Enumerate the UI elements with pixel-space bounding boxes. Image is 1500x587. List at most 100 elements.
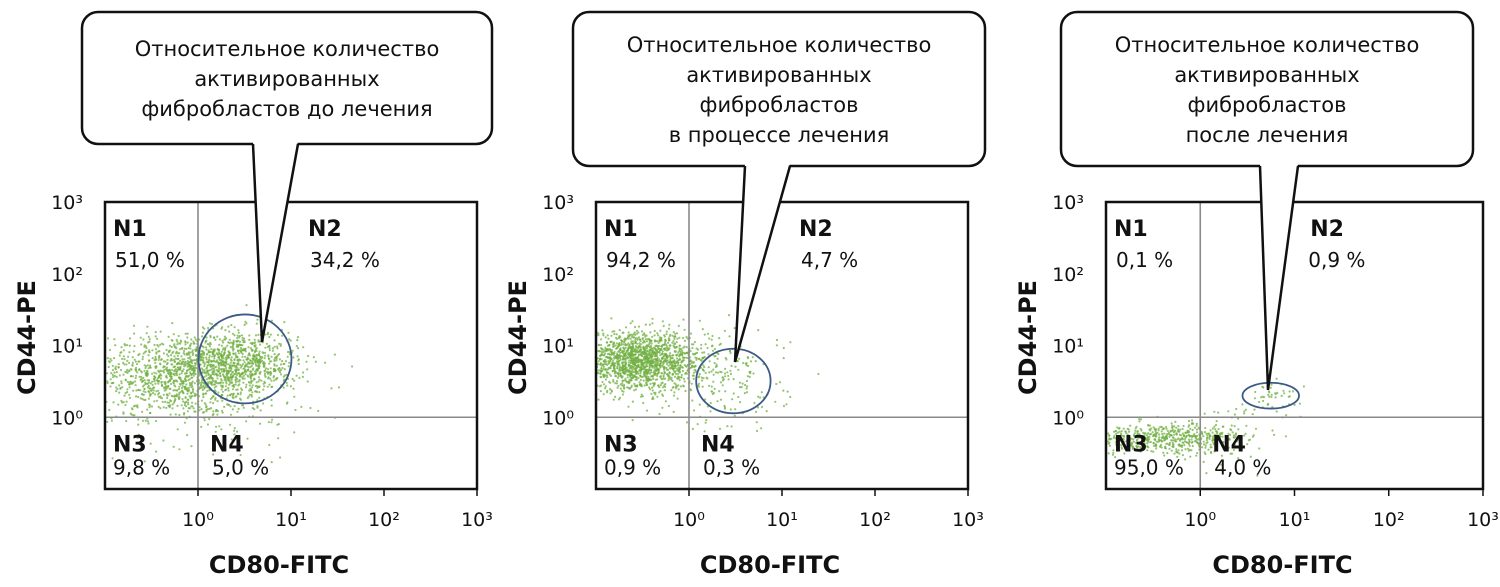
- data-point: [256, 367, 259, 370]
- data-point: [96, 374, 98, 376]
- data-point: [678, 336, 681, 339]
- data-point: [587, 356, 589, 358]
- data-point: [216, 413, 219, 416]
- data-point: [642, 352, 645, 355]
- data-point: [279, 344, 282, 347]
- data-point: [189, 347, 192, 350]
- data-point: [661, 320, 664, 323]
- data-point: [185, 372, 188, 375]
- data-point: [275, 364, 278, 367]
- data-point: [1164, 447, 1167, 450]
- data-point: [270, 461, 273, 464]
- data-point: [572, 384, 574, 386]
- data-point: [250, 386, 253, 389]
- data-point: [730, 364, 733, 367]
- data-point: [241, 372, 244, 375]
- data-point: [141, 355, 144, 358]
- data-point: [126, 368, 129, 371]
- data-point: [1115, 439, 1118, 442]
- data-point: [206, 423, 209, 426]
- data-point: [187, 401, 190, 404]
- data-point: [77, 360, 79, 362]
- data-point: [1193, 426, 1197, 429]
- data-point: [586, 363, 588, 365]
- data-point: [630, 354, 633, 357]
- y-axis-title: CD44-PE: [1014, 280, 1042, 395]
- data-point: [628, 354, 631, 357]
- data-point: [689, 366, 692, 369]
- data-point: [173, 355, 176, 358]
- data-point: [642, 379, 645, 382]
- data-point: [1166, 429, 1169, 432]
- data-point: [680, 351, 683, 354]
- data-point: [707, 353, 710, 356]
- data-point: [629, 356, 632, 359]
- data-point: [1190, 449, 1193, 452]
- data-point: [147, 335, 150, 338]
- y-tick-label: 10¹: [1052, 336, 1084, 358]
- data-point: [621, 393, 625, 396]
- data-point: [241, 344, 244, 347]
- data-point: [245, 358, 248, 361]
- data-point: [654, 363, 657, 366]
- data-point: [604, 378, 607, 381]
- quadrant-value-n4: 4,0 %: [1214, 455, 1271, 479]
- data-point: [726, 425, 729, 428]
- data-point: [124, 344, 127, 347]
- data-point: [1271, 429, 1274, 432]
- data-point: [604, 385, 607, 388]
- data-point: [278, 369, 281, 372]
- data-point: [215, 373, 218, 376]
- data-point: [251, 342, 254, 345]
- data-point: [143, 387, 146, 391]
- data-point: [139, 397, 142, 400]
- data-point: [219, 362, 222, 365]
- data-point: [100, 382, 102, 384]
- data-point: [278, 358, 281, 361]
- data-point: [685, 335, 688, 339]
- data-point: [620, 341, 623, 344]
- data-point: [214, 354, 217, 357]
- data-point: [143, 351, 147, 354]
- data-point: [233, 358, 236, 362]
- data-point: [157, 389, 160, 392]
- data-point: [659, 384, 662, 387]
- data-point: [656, 357, 659, 361]
- data-point: [676, 373, 680, 376]
- data-point: [1169, 429, 1172, 432]
- data-point: [648, 323, 652, 326]
- data-point: [105, 372, 109, 375]
- data-point: [617, 354, 620, 357]
- data-point: [262, 352, 265, 355]
- data-point: [230, 341, 233, 344]
- data-point: [281, 367, 284, 370]
- data-point: [1114, 456, 1117, 459]
- gate-ellipse: [1241, 381, 1300, 410]
- data-point: [1175, 433, 1178, 436]
- data-point: [590, 366, 592, 368]
- data-point: [654, 354, 657, 357]
- data-point: [729, 372, 733, 376]
- data-point: [172, 350, 175, 353]
- data-point: [147, 422, 150, 425]
- data-point: [1162, 427, 1165, 430]
- data-point: [617, 337, 621, 340]
- data-point: [718, 427, 722, 430]
- data-point: [274, 356, 277, 359]
- data-point: [177, 393, 181, 396]
- data-point: [669, 344, 672, 347]
- data-point: [186, 410, 189, 413]
- data-point: [588, 381, 590, 383]
- data-point: [624, 377, 627, 380]
- data-point: [623, 368, 626, 371]
- data-point: [592, 358, 594, 360]
- data-point: [143, 460, 146, 463]
- data-point: [1138, 432, 1141, 436]
- data-point: [618, 344, 621, 347]
- data-point: [1152, 435, 1155, 438]
- data-point: [238, 378, 241, 381]
- data-point: [212, 395, 215, 398]
- data-point: [257, 353, 260, 357]
- data-point: [194, 394, 197, 397]
- data-point: [1245, 424, 1248, 427]
